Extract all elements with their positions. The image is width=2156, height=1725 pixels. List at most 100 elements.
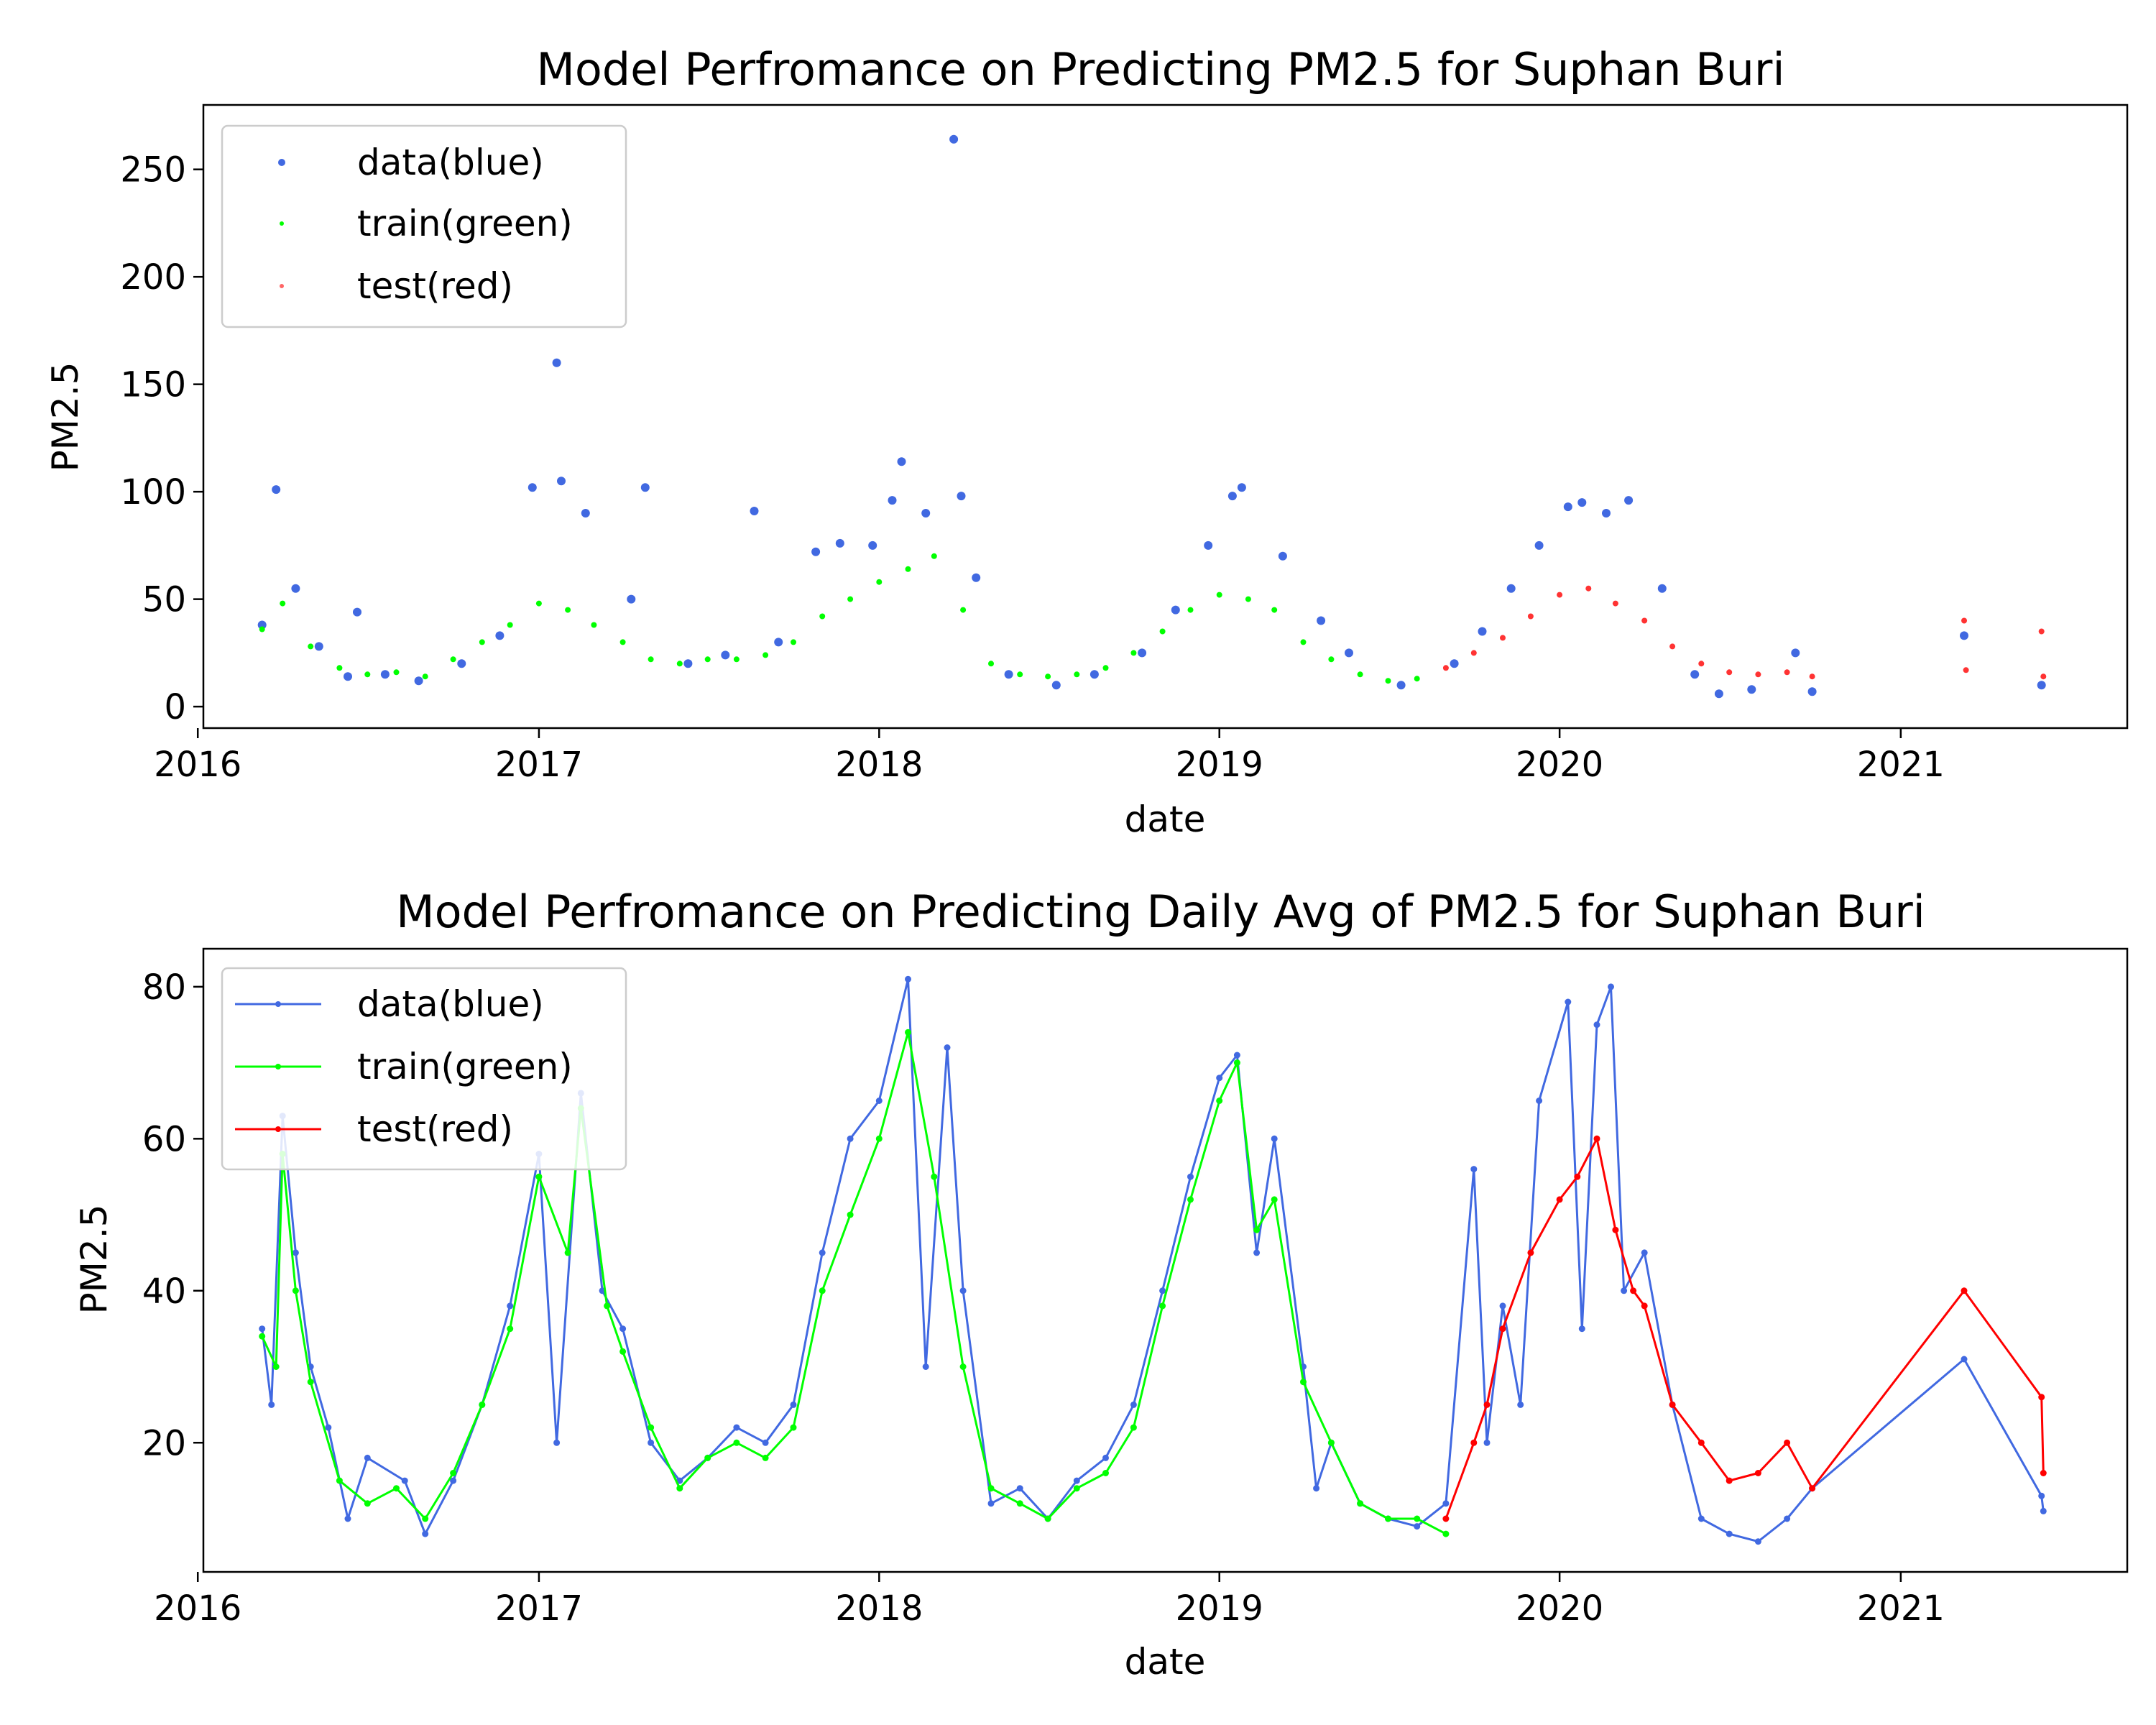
chart-2-point-test	[1442, 1515, 1450, 1522]
chart-2-x-tick-label: 2019	[1176, 1588, 1263, 1629]
chart-1-point-data	[1450, 659, 1459, 668]
chart-2-point-data	[259, 1325, 266, 1333]
chart-1-point-train	[259, 626, 265, 632]
chart-2-point-data	[1130, 1401, 1137, 1408]
chart-1-point-test	[1963, 667, 1969, 673]
chart-1-point-train	[960, 607, 967, 613]
chart-1-point-train	[763, 652, 769, 658]
chart-1-point-data	[1534, 540, 1544, 550]
chart-2-point-test	[1527, 1249, 1534, 1256]
chart-2-point-test	[1499, 1325, 1506, 1333]
chart-2-point-data	[1565, 998, 1572, 1006]
chart-1-point-data	[949, 134, 959, 144]
chart-2-x-tick-label: 2018	[835, 1588, 923, 1629]
chart-2-point-data	[1608, 983, 1614, 990]
chart-1-point-test	[1527, 613, 1534, 620]
chart-2-series-line-data	[261, 978, 2045, 1543]
chart-2-point-train	[604, 1302, 611, 1310]
chart-2-point-train	[676, 1485, 683, 1492]
chart-1-point-test	[1726, 669, 1733, 676]
chart-1-point-test	[1585, 585, 1592, 592]
chart-2-point-data	[905, 975, 911, 983]
chart-2-point-train	[1187, 1196, 1194, 1203]
chart-1-point-train	[507, 622, 513, 628]
chart-2-point-train	[507, 1325, 514, 1333]
chart-1-point-data	[291, 584, 300, 593]
chart-1-point-train	[591, 622, 597, 628]
chart-2-point-train	[450, 1470, 457, 1476]
chart-2-point-data	[1233, 1052, 1240, 1059]
chart-1-point-test	[1698, 661, 1705, 667]
chart-1-point-data	[581, 509, 590, 518]
chart-2-point-data	[733, 1424, 740, 1431]
chart-1-point-train	[336, 665, 343, 671]
chart-2-point-train	[393, 1485, 400, 1492]
chart-2-series-line-test	[1445, 1137, 2045, 1519]
chart-2-point-train	[819, 1287, 826, 1294]
chart-2-point-test	[1697, 1439, 1705, 1446]
chart-2-frame	[202, 947, 2129, 1573]
chart-2-point-test	[1961, 1287, 1968, 1294]
chart-1-x-tick-label: 2018	[835, 745, 923, 785]
chart-1-point-data	[888, 496, 897, 505]
chart-1-point-train	[1216, 592, 1222, 598]
chart-1-point-data	[557, 477, 566, 486]
chart-2-point-train	[422, 1515, 429, 1522]
chart-2-legend-data-marker	[275, 1001, 281, 1007]
chart-1-point-data	[1714, 689, 1723, 699]
chart-2-point-data	[2040, 1507, 2047, 1514]
chart-2-point-data	[1271, 1135, 1278, 1142]
chart-2-point-train	[1385, 1515, 1391, 1522]
chart-1-point-data	[495, 631, 505, 640]
chart-2-point-train	[1016, 1500, 1023, 1507]
chart-1-point-data	[1478, 627, 1487, 636]
chart-1-point-train	[565, 607, 571, 613]
chart-2-point-data	[790, 1401, 797, 1408]
chart-1-point-train	[1245, 596, 1251, 602]
chart-2-point-data	[1641, 1249, 1648, 1256]
chart-1-point-test	[1669, 643, 1676, 650]
chart-1-legend-data-label: data(blue)	[357, 142, 544, 183]
chart-1-point-train	[1414, 676, 1420, 682]
chart-2-point-data	[1016, 1485, 1023, 1492]
chart-2-point-data	[1578, 1325, 1585, 1333]
chart-1-point-data	[640, 483, 650, 492]
chart-1-legend: data(blue) train(green) test(red)	[221, 124, 627, 328]
chart-2-point-test	[1669, 1401, 1676, 1408]
chart-1-y-axis-label: PM2.5	[45, 362, 86, 472]
chart-2-point-data	[1961, 1356, 1968, 1363]
chart-1-point-train	[1017, 671, 1023, 678]
chart-1-point-data	[257, 620, 267, 630]
chart-2-point-data	[1593, 1021, 1600, 1029]
chart-2-y-tick-label: 60	[142, 1119, 186, 1159]
chart-2-point-data	[922, 1363, 929, 1370]
chart-2-x-tick-label: 2017	[495, 1588, 583, 1629]
chart-2-point-train	[479, 1401, 486, 1408]
chart-1-point-data	[868, 540, 877, 550]
chart-2-point-train	[762, 1454, 769, 1461]
chart-2-point-test	[1574, 1173, 1581, 1180]
chart-2-title: Model Perfromance on Predicting Daily Av…	[396, 886, 1925, 938]
chart-1-point-train	[876, 579, 883, 585]
chart-1-point-test	[1784, 669, 1790, 676]
chart-2-point-train	[1044, 1515, 1051, 1522]
chart-1-point-data	[1204, 540, 1213, 550]
chart-1-point-train	[308, 643, 314, 650]
chart-2-point-data	[1754, 1538, 1761, 1545]
chart-1-point-data	[1577, 498, 1587, 507]
chart-2-legend-data-label: data(blue)	[357, 983, 544, 1025]
chart-1-point-data	[1237, 483, 1246, 492]
chart-2-point-data	[1621, 1287, 1628, 1294]
chart-2-x-tick-label: 2021	[1857, 1588, 1945, 1629]
chart-2-point-test	[1726, 1477, 1733, 1484]
chart-1-point-train	[1187, 607, 1194, 613]
chart-2-point-data	[987, 1500, 995, 1507]
chart-2-point-data	[648, 1439, 655, 1446]
chart-1-point-data	[1089, 670, 1099, 679]
chart-1-point-test	[2040, 673, 2047, 680]
chart-1: Model Perfromance on Predicting PM2.5 fo…	[45, 43, 2129, 840]
chart-2-point-train	[1271, 1196, 1278, 1203]
chart-1-y-tick-label: 200	[120, 257, 186, 298]
chart-2-legend-train-marker	[275, 1064, 281, 1070]
chart-1-point-train	[450, 656, 456, 663]
